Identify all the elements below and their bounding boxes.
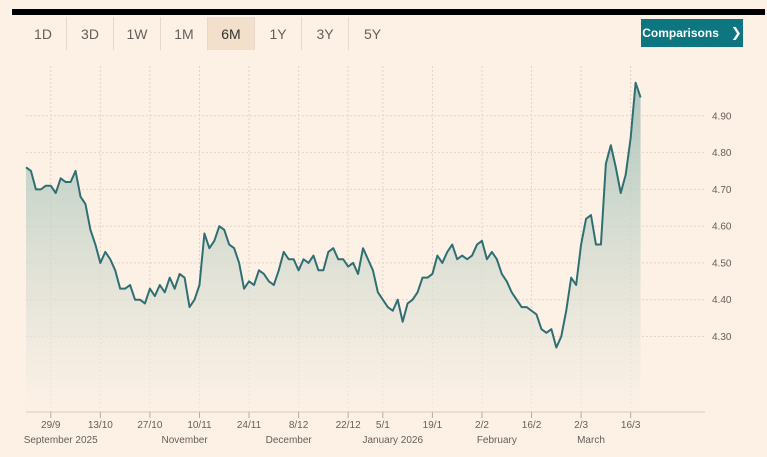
chevron-right-icon: ❯ [730, 25, 742, 40]
comparisons-button[interactable]: Comparisons ❯ [641, 19, 743, 47]
comparisons-label: Comparisons [642, 26, 719, 40]
x-tick-label: 19/1 [423, 420, 443, 431]
x-tick-label: 10/11 [187, 420, 212, 431]
month-label: January 2026 [362, 435, 423, 446]
y-axis: 4.30 4.40 4.50 4.60 4.70 4.80 4.90 [712, 111, 732, 343]
x-tick-label: 16/3 [621, 420, 641, 431]
x-tick-label: 29/9 [41, 420, 61, 431]
y-tick-label: 4.70 [712, 185, 732, 196]
range-tab-1y[interactable]: 1Y [255, 17, 302, 50]
x-tick-label: 22/12 [336, 420, 361, 431]
range-tab-5y[interactable]: 5Y [363, 25, 382, 42]
x-tick-label: 8/12 [289, 420, 309, 431]
y-tick-label: 4.50 [712, 258, 732, 269]
area-fill [26, 82, 641, 412]
x-axis: 29/9 13/10 27/10 10/11 24/11 8/12 22/12 5/1 19/1… [24, 411, 705, 446]
x-tick-label: 13/10 [88, 420, 113, 431]
range-tab-3d[interactable]: 3D [67, 17, 114, 50]
y-tick-label: 4.60 [712, 222, 732, 233]
x-tick-label: 27/10 [137, 420, 162, 431]
range-tabs: 1D 3D 1W 1M 6M 1Y 3Y 5Y [20, 17, 396, 50]
month-label: September 2025 [24, 435, 98, 446]
y-tick-label: 4.40 [712, 295, 732, 306]
series-line [25, 81, 642, 349]
month-label: December [266, 435, 313, 446]
month-label: November [162, 435, 209, 446]
y-tick-label: 4.80 [712, 148, 732, 159]
y-tick-label: 4.30 [712, 332, 732, 343]
month-label: March [577, 435, 605, 446]
range-tab-1d[interactable]: 1D [20, 17, 67, 50]
x-tick-label: 24/11 [237, 420, 262, 431]
x-tick-label: 2/2 [475, 420, 489, 431]
x-tick-label: 5/1 [376, 420, 390, 431]
x-tick-label: 16/2 [522, 420, 542, 431]
x-tick-label: 2/3 [574, 420, 588, 431]
range-tab-3y[interactable]: 3Y [302, 17, 349, 50]
y-tick-label: 4.90 [712, 111, 732, 122]
top-border-bar [12, 9, 765, 15]
range-tab-6m[interactable]: 6M [208, 17, 255, 50]
range-tab-1w[interactable]: 1W [114, 17, 161, 50]
range-tab-1m[interactable]: 1M [161, 17, 208, 50]
month-label: February [477, 435, 517, 446]
